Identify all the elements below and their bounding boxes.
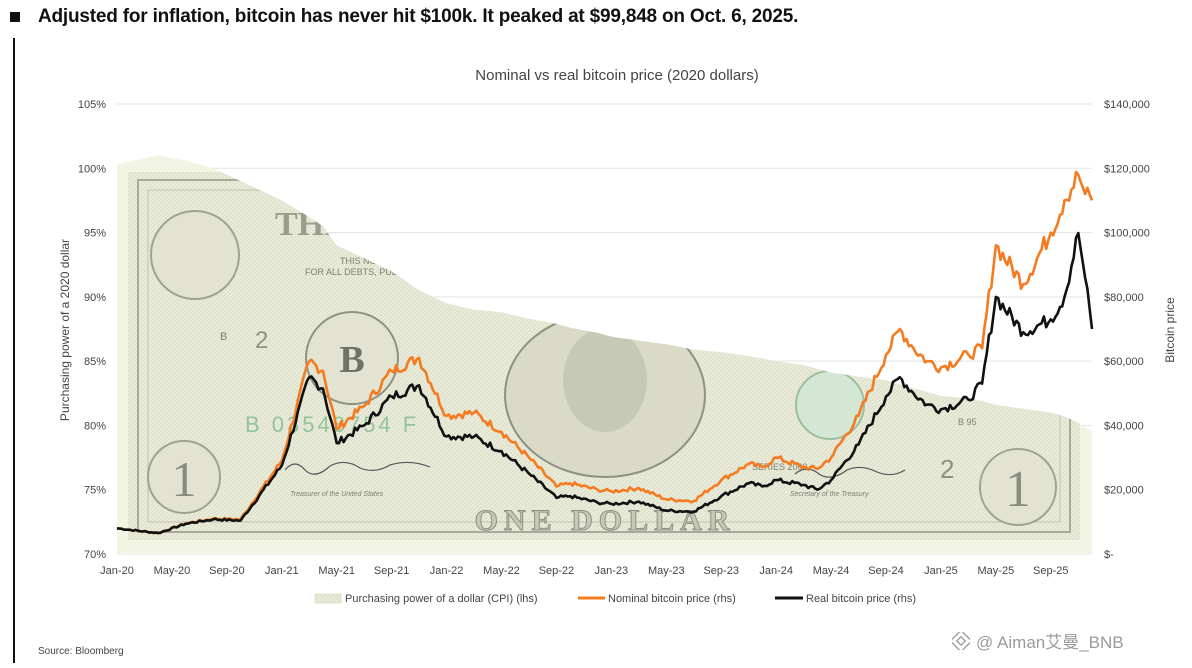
- dollar-bill-image: THE THIS NOTE IS LEGAL FOR ALL DEBTS, PU…: [128, 172, 1080, 540]
- bill-text-series: SERIES 2009: [752, 462, 808, 472]
- source-note: Source: Bloomberg: [38, 646, 124, 657]
- left-axis-label: Purchasing power of a 2020 dollar: [58, 239, 72, 421]
- series-real-line: [116, 231, 1094, 535]
- left-tick-label: 85%: [84, 356, 106, 368]
- binance-logo-icon: [952, 631, 970, 650]
- x-tick-label: Sep-25: [1033, 565, 1068, 577]
- left-tick-label: 80%: [84, 420, 106, 432]
- right-tick-label: $60,000: [1104, 356, 1144, 368]
- x-tick-label: Jan-22: [430, 565, 464, 577]
- left-rule: [13, 38, 15, 663]
- watermark: @ Aiman艾曼_BNB: [952, 628, 1124, 653]
- x-tick-label: Sep-22: [539, 565, 574, 577]
- left-tick-label: 70%: [84, 549, 106, 561]
- left-tick-label: 95%: [84, 228, 106, 240]
- bill-text-2b: 2: [940, 454, 954, 484]
- x-axis-ticks: Jan-20 May-20 Sep-20 Jan-21 May-21 Sep-21 Jan-…: [100, 565, 1068, 577]
- x-tick-label: Sep-21: [374, 565, 409, 577]
- bill-text-secretary: Secretary of the Treasury: [790, 491, 869, 498]
- legend: Purchasing power of a dollar (CPI) (lhs)…: [314, 593, 916, 605]
- x-tick-label: Sep-24: [868, 565, 903, 577]
- x-tick-label: Jan-20: [100, 565, 134, 577]
- headline: Adjusted for inflation, bitcoin has neve…: [10, 6, 798, 28]
- bill-text-b: B: [220, 331, 227, 343]
- right-axis-ticks: $- $20,000 $40,000 $60,000 $80,000 $100,000 $1…: [1104, 99, 1150, 561]
- legend-cpi-swatch: [314, 593, 342, 604]
- bill-text-treasurer: Treasurer of the United States: [290, 491, 384, 498]
- left-tick-label: 105%: [78, 99, 106, 111]
- x-tick-label: May-24: [813, 565, 850, 577]
- right-tick-label: $80,000: [1104, 292, 1144, 304]
- right-tick-label: $40,000: [1104, 420, 1144, 432]
- x-tick-label: May-22: [483, 565, 520, 577]
- x-tick-label: Jan-21: [265, 565, 299, 577]
- right-tick-label: $-: [1104, 549, 1114, 561]
- right-tick-label: $120,000: [1104, 163, 1150, 175]
- left-axis-ticks: 70% 75% 80% 85% 90% 95% 100% 105%: [78, 99, 106, 561]
- bill-text-1b: 1: [1005, 461, 1031, 518]
- right-tick-label: $20,000: [1104, 485, 1144, 497]
- x-tick-label: Sep-20: [209, 565, 244, 577]
- x-tick-label: Jan-23: [595, 565, 629, 577]
- right-axis-label: Bitcoin price: [1163, 297, 1177, 363]
- left-tick-label: 90%: [84, 292, 106, 304]
- bill-text-one-dollar: ONE DOLLAR: [475, 504, 736, 537]
- right-tick-label: $100,000: [1104, 228, 1150, 240]
- legend-real-label: Real bitcoin price (rhs): [806, 593, 916, 605]
- series-nominal-line: [116, 170, 1094, 535]
- bill-text-the: THE: [275, 206, 347, 243]
- legend-cpi-label: Purchasing power of a dollar (CPI) (lhs): [345, 593, 538, 605]
- legend-nominal-label: Nominal bitcoin price (rhs): [608, 593, 736, 605]
- bill-text-debts: FOR ALL DEBTS, PUBLIC AND: [305, 267, 433, 277]
- watermark-text: @ Aiman艾曼_BNB: [976, 633, 1124, 652]
- x-tick-label: May-21: [318, 565, 355, 577]
- bill-text-1a: 1: [172, 451, 197, 507]
- left-tick-label: 100%: [78, 163, 106, 175]
- bill-text-legal: THIS NOTE IS LEGAL: [340, 256, 431, 266]
- left-tick-label: 75%: [84, 485, 106, 497]
- bullet-square-icon: [10, 12, 20, 22]
- right-tick-label: $140,000: [1104, 99, 1150, 111]
- svg-text:B: B: [339, 339, 364, 381]
- x-tick-label: Jan-24: [759, 565, 793, 577]
- chart-title: Nominal vs real bitcoin price (2020 doll…: [475, 67, 758, 84]
- x-tick-label: Sep-23: [703, 565, 738, 577]
- x-tick-label: Jan-25: [924, 565, 958, 577]
- x-tick-label: May-23: [648, 565, 685, 577]
- headline-text: Adjusted for inflation, bitcoin has neve…: [38, 6, 799, 27]
- bill-text-b95: B 95: [958, 417, 977, 427]
- x-tick-label: May-25: [978, 565, 1015, 577]
- bill-text-2a: 2: [255, 327, 268, 354]
- x-tick-label: May-20: [154, 565, 191, 577]
